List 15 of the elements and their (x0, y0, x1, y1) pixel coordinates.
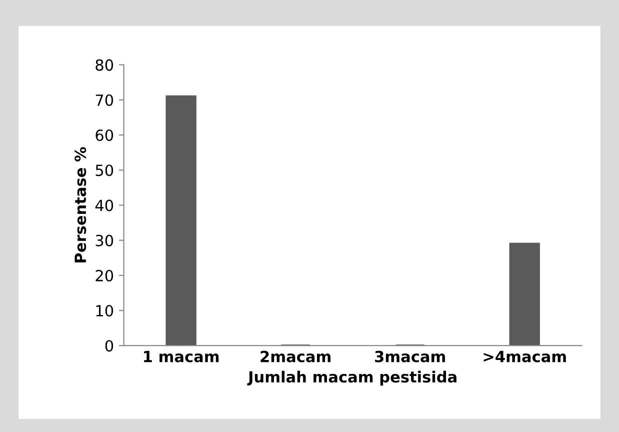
y-tick-label: 80 (96, 59, 114, 71)
x-tick-label: 1 macam (144, 350, 219, 362)
y-tick-label: 60 (96, 129, 114, 142)
y-tick-label: 0 (105, 340, 114, 352)
x-tick-label: >4macam (484, 350, 566, 362)
y-axis-title: Persentase % (74, 147, 86, 262)
y-tick-label: 70 (96, 94, 114, 106)
y-tick-label: 30 (96, 234, 114, 246)
y-tick-label: 20 (96, 270, 114, 282)
y-tick-label: 10 (96, 304, 114, 317)
y-tick-label: 50 (96, 164, 114, 176)
x-tick-label: 3macam (375, 350, 445, 362)
x-axis-title: Jumlah macam pestisida (247, 370, 456, 386)
y-tick-label: 40 (95, 200, 114, 212)
x-tick-label: 2macam (260, 350, 330, 362)
